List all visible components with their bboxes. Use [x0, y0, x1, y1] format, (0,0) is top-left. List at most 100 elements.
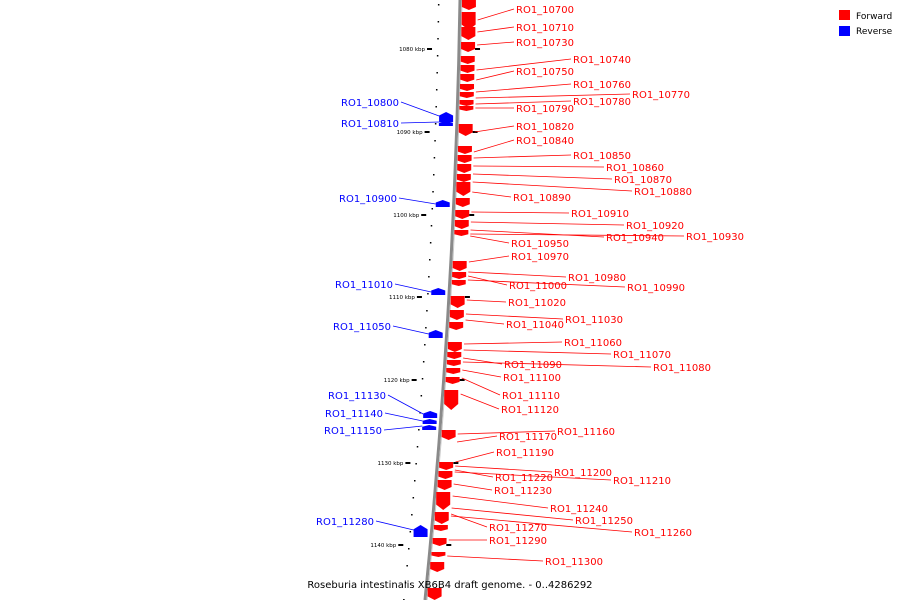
forward-gene-label: RO1_10910: [571, 209, 629, 220]
forward-gene: [457, 146, 472, 154]
forward-gene: [461, 27, 476, 40]
forward-gene: [446, 360, 461, 366]
forward-gene: [434, 512, 449, 524]
forward-leader-line: [462, 361, 652, 368]
forward-gene-label: RO1_11100: [503, 373, 561, 384]
forward-leader-line: [450, 513, 488, 528]
forward-leader-line: [465, 313, 564, 320]
forward-gene-label: RO1_11030: [565, 315, 623, 326]
minor-tick: [436, 72, 438, 74]
forward-gene-label: RO1_11220: [495, 473, 553, 484]
forward-gene: [461, 42, 476, 52]
minor-tick: [428, 276, 430, 278]
reverse-leader-line: [387, 394, 424, 415]
forward-gene: [446, 368, 461, 374]
forward-gene-label: RO1_10920: [626, 221, 684, 232]
forward-gene: [457, 164, 472, 173]
minor-tick: [434, 123, 437, 125]
forward-gene: [461, 0, 476, 10]
reverse-leader-line: [392, 325, 429, 335]
forward-gene: [455, 210, 470, 219]
forward-gene: [454, 220, 469, 229]
kbp-tick: [416, 296, 422, 298]
forward-leader-line: [477, 26, 515, 33]
forward-leader-line: [470, 221, 625, 226]
forward-gene-label: RO1_10940: [606, 233, 664, 244]
forward-leader-line: [454, 471, 612, 481]
forward-leader-line: [472, 191, 512, 198]
kbp-tick-right: [459, 379, 465, 381]
forward-leader-line: [465, 319, 505, 325]
forward-gene-label: RO1_10990: [627, 283, 685, 294]
forward-gene-label: RO1_10860: [606, 163, 664, 174]
forward-leader-line: [468, 271, 567, 278]
forward-gene-label: RO1_10840: [516, 136, 574, 147]
gene-features: [413, 0, 476, 600]
forward-gene: [449, 322, 464, 330]
forward-gene: [460, 65, 475, 73]
minor-tick: [429, 259, 431, 261]
forward-gene: [455, 198, 470, 207]
reverse-gene: [423, 411, 438, 418]
minor-tick: [411, 514, 413, 516]
forward-gene: [447, 352, 462, 359]
forward-gene-label: RO1_11300: [545, 557, 603, 568]
forward-gene-label: RO1_11230: [494, 486, 552, 497]
forward-gene-label: RO1_10740: [573, 55, 631, 66]
minor-tick: [431, 208, 434, 210]
forward-leader-line: [475, 83, 572, 93]
forward-gene: [436, 492, 451, 510]
reverse-gene: [439, 112, 454, 122]
reverse-leader-line: [394, 283, 432, 293]
kbp-tick-label: 1130 kbp: [377, 461, 403, 467]
forward-gene-label: RO1_11210: [613, 476, 671, 487]
kbp-tick: [427, 48, 433, 50]
minor-tick: [433, 157, 436, 159]
forward-gene-label: RO1_10930: [686, 232, 744, 243]
forward-leader-line: [476, 58, 572, 71]
reverse-gene: [422, 425, 437, 430]
forward-leader-line: [447, 555, 544, 562]
kbp-tick: [398, 544, 404, 546]
minor-tick: [432, 191, 434, 193]
minor-tick: [430, 225, 433, 227]
forward-leader-line: [454, 469, 494, 478]
reverse-gene: [435, 200, 450, 207]
reverse-gene-label: RO1_10810: [341, 119, 399, 130]
forward-leader-line: [460, 393, 500, 410]
forward-leader-line: [464, 341, 563, 345]
minor-tick: [437, 38, 439, 40]
reverse-leader-line: [398, 197, 436, 205]
forward-gene-label: RO1_11110: [502, 391, 560, 402]
kbp-tick-label: 1090 kbp: [397, 130, 423, 136]
forward-leader-line: [451, 507, 574, 521]
minor-tick: [422, 361, 425, 363]
forward-gene-label: RO1_11160: [557, 427, 615, 438]
forward-gene-label: RO1_10850: [573, 151, 631, 162]
forward-gene: [445, 377, 460, 384]
reverse-leader-line: [375, 520, 414, 531]
legend-label-forward: Forward: [856, 12, 892, 22]
forward-gene-label: RO1_11170: [499, 432, 557, 443]
kbp-tick-label: 1100 kbp: [393, 213, 419, 219]
minor-tick: [414, 480, 416, 482]
forward-leader-line: [471, 211, 570, 214]
forward-gene: [439, 462, 454, 470]
forward-gene-label: RO1_11190: [496, 448, 554, 459]
forward-gene-label: RO1_11060: [564, 338, 622, 349]
forward-gene-label: RO1_10820: [516, 122, 574, 133]
kbp-tick: [405, 462, 411, 464]
forward-leader-line: [466, 299, 507, 303]
minor-tick: [435, 89, 438, 91]
kbp-tick: [424, 131, 430, 133]
forward-gene-label: RO1_11070: [613, 350, 671, 361]
minor-tick: [425, 327, 427, 329]
minor-tick: [421, 378, 424, 380]
minor-tick: [437, 4, 440, 6]
forward-gene: [461, 12, 476, 30]
minor-tick: [409, 531, 412, 533]
forward-gene-label: RO1_10770: [632, 90, 690, 101]
reverse-gene-label: RO1_11130: [328, 391, 386, 402]
forward-leader-line: [461, 377, 501, 396]
forward-gene-label: RO1_10950: [511, 239, 569, 250]
